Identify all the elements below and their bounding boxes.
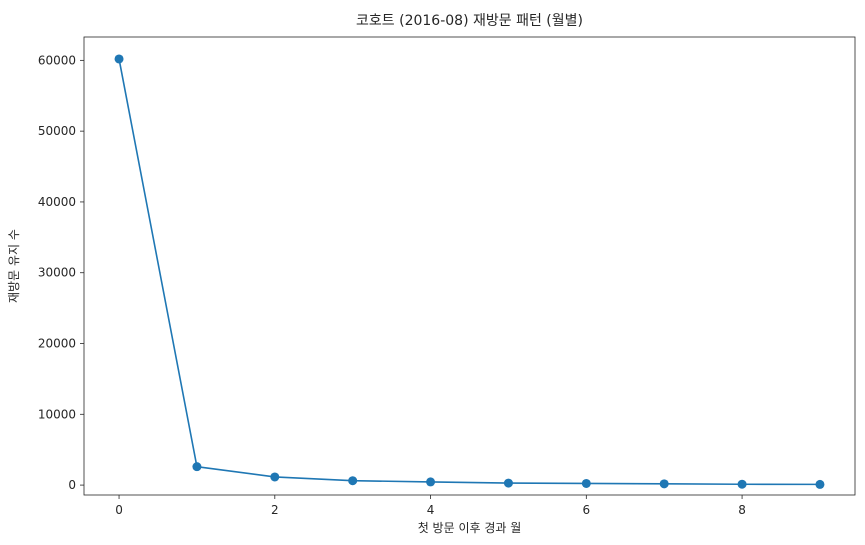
y-tick-label: 10000	[38, 407, 76, 421]
y-tick-label: 30000	[38, 266, 76, 280]
data-point	[348, 476, 358, 486]
plot-area: 0 2 4 6 8 0 10000 20000 30000 40000 50000 60000	[38, 36, 856, 517]
data-point	[659, 479, 669, 489]
chart-title: 코호트 (2016-08) 재방문 패턴 (월별)	[356, 13, 583, 29]
y-tick-label: 20000	[38, 337, 76, 351]
x-tick-label: 8	[738, 503, 746, 517]
series-line	[118, 58, 820, 486]
y-tick-label: 40000	[38, 195, 76, 209]
y-tick-label: 0	[68, 478, 76, 492]
data-point	[737, 479, 747, 489]
data-point	[426, 477, 436, 487]
axes-frame	[83, 36, 856, 496]
data-point	[581, 478, 591, 488]
y-axis-title: 재방문 유지 수	[7, 229, 21, 303]
y-tick-label: 60000	[38, 53, 76, 67]
data-point	[270, 472, 280, 482]
data-point	[815, 479, 825, 489]
x-axis-title: 첫 방문 이후 경과 월	[418, 521, 522, 535]
x-tick-label: 0	[115, 503, 123, 517]
x-tick-label: 2	[271, 503, 279, 517]
x-tick-label: 6	[582, 503, 590, 517]
data-point	[192, 462, 202, 472]
data-point	[503, 478, 513, 488]
x-tick-label: 4	[427, 503, 435, 517]
data-point	[114, 54, 124, 64]
y-tick-label: 50000	[38, 124, 76, 138]
